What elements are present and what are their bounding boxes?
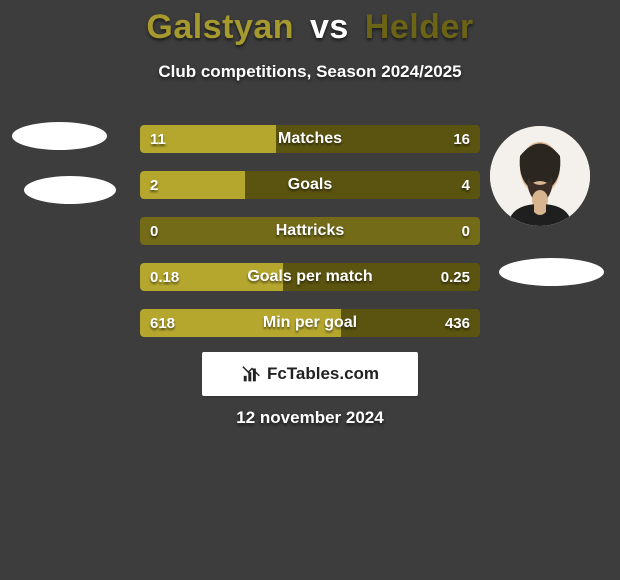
stat-val-right: 0.25 <box>431 263 480 291</box>
stat-row-goals: 2 Goals 4 <box>140 171 480 199</box>
stat-label: Matches <box>140 125 480 153</box>
player1-name: Galstyan <box>146 8 294 46</box>
subtitle: Club competitions, Season 2024/2025 <box>0 62 620 82</box>
logo-text: FcTables.com <box>267 364 379 384</box>
stat-label: Goals per match <box>140 263 480 291</box>
stat-val-right: 16 <box>443 125 480 153</box>
vs-text: vs <box>310 8 349 46</box>
player1-avatar-shape-2 <box>24 176 116 204</box>
stat-row-hattricks: 0 Hattricks 0 <box>140 217 480 245</box>
source-logo: FcTables.com <box>202 352 418 396</box>
stat-row-min-per-goal: 618 Min per goal 436 <box>140 309 480 337</box>
stat-val-right: 436 <box>435 309 480 337</box>
player2-avatar <box>490 126 590 226</box>
player2-avatar-shape-2 <box>499 258 604 286</box>
bar-chart-icon <box>241 363 263 385</box>
stat-row-matches: 11 Matches 16 <box>140 125 480 153</box>
player1-avatar-shape-1 <box>12 122 107 150</box>
stat-label: Goals <box>140 171 480 199</box>
date: 12 november 2024 <box>0 408 620 428</box>
stats-container: 11 Matches 16 2 Goals 4 0 Hattricks 0 0.… <box>140 125 480 355</box>
comparison-title: Galstyan vs Helder <box>0 8 620 47</box>
stat-val-right: 0 <box>452 217 480 245</box>
stat-label: Min per goal <box>140 309 480 337</box>
player2-name: Helder <box>365 8 474 46</box>
stat-row-goals-per-match: 0.18 Goals per match 0.25 <box>140 263 480 291</box>
stat-val-right: 4 <box>452 171 480 199</box>
stat-label: Hattricks <box>140 217 480 245</box>
